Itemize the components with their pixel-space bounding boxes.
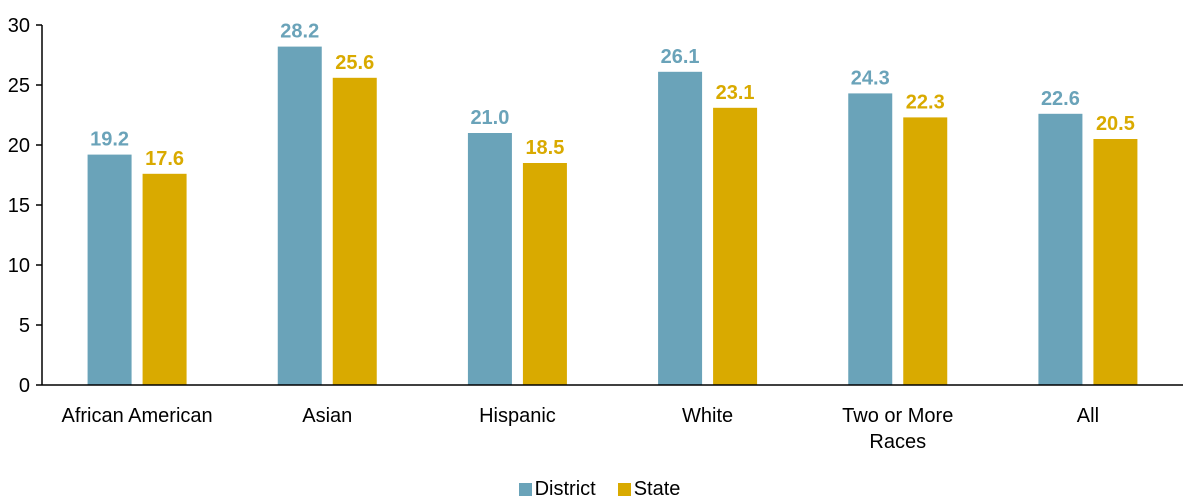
y-tick-label: 30 xyxy=(8,15,30,37)
bars xyxy=(87,46,1138,386)
data-label-district: 28.2 xyxy=(280,21,319,43)
bar-state xyxy=(903,117,948,386)
x-category-label: Asian xyxy=(302,405,352,427)
bar-district xyxy=(658,71,703,386)
bar-state xyxy=(332,77,377,386)
x-category-label: Two or More xyxy=(842,405,953,427)
bar-state xyxy=(713,107,758,386)
data-label-district: 21.0 xyxy=(470,107,509,129)
data-labels: 19.2 17.6 28.2 25.6 21.0 18.5 26.1 23.1 24.3 22.3… xyxy=(90,21,1135,170)
bar-district xyxy=(848,93,893,386)
data-label-state: 17.6 xyxy=(145,148,184,170)
data-label-state: 25.6 xyxy=(335,52,374,74)
x-category-label: Races xyxy=(869,431,926,453)
bar-state xyxy=(522,163,567,385)
bar-district xyxy=(1038,113,1083,386)
y-axis-ticks: 0 5 10 15 20 25 30 xyxy=(8,15,42,397)
bar-district xyxy=(277,46,322,385)
bar-district xyxy=(87,154,132,385)
data-label-district: 19.2 xyxy=(90,129,129,151)
x-category-label: Hispanic xyxy=(479,405,556,427)
y-tick-label: 15 xyxy=(8,195,30,217)
legend-label-state: State xyxy=(633,478,681,500)
data-label-state: 20.5 xyxy=(1096,113,1135,135)
data-label-state: 22.3 xyxy=(906,91,945,113)
y-tick-label: 0 xyxy=(19,375,30,397)
legend: District State xyxy=(0,478,1199,501)
y-tick-label: 25 xyxy=(8,75,30,97)
bar-state xyxy=(1093,139,1138,385)
x-category-label: All xyxy=(1077,405,1099,427)
legend-label-district: District xyxy=(534,478,596,500)
legend-item-district: District xyxy=(518,478,596,501)
bar-district xyxy=(467,133,512,385)
legend-swatch-district xyxy=(518,483,532,496)
bar-chart: 0 5 10 15 20 25 30 19.2 17.6 28.2 25.6 21.0 18.5 26.… xyxy=(8,15,1183,453)
y-tick-label: 5 xyxy=(19,315,30,337)
y-tick-label: 20 xyxy=(8,135,30,157)
legend-item-state: State xyxy=(617,478,681,501)
data-label-district: 24.3 xyxy=(851,67,890,89)
x-category-label: White xyxy=(682,405,733,427)
bar-state xyxy=(142,173,187,385)
data-label-district: 22.6 xyxy=(1041,88,1080,110)
data-label-state: 18.5 xyxy=(525,137,564,159)
x-category-label: African American xyxy=(61,405,212,427)
legend-swatch-state xyxy=(617,483,631,496)
x-axis-categories: African American Asian Hispanic White Two or… xyxy=(61,405,1099,453)
data-label-state: 23.1 xyxy=(716,82,755,104)
y-tick-label: 10 xyxy=(8,255,30,277)
data-label-district: 26.1 xyxy=(661,46,700,68)
